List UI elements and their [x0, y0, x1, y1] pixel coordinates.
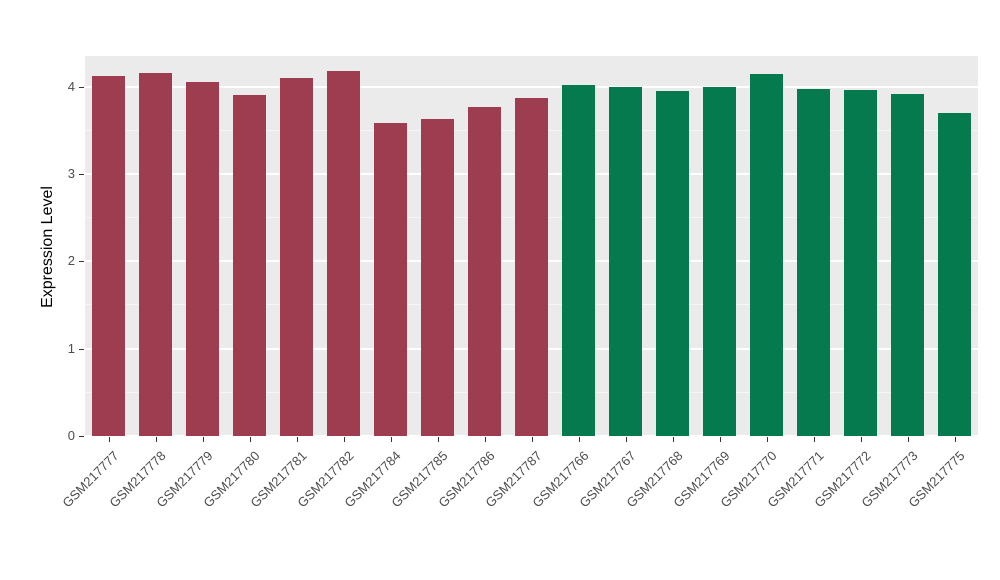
y-tick-label-1: 1: [67, 340, 75, 356]
x-tick-mark: [390, 437, 392, 442]
y-tick-mark: [79, 348, 84, 350]
bar-GSM217769[interactable]: [702, 86, 737, 436]
x-tick-label-GSM217770: GSM217770: [716, 448, 780, 511]
x-tick-label-GSM217771: GSM217771: [763, 448, 827, 511]
x-tick-mark: [907, 437, 909, 442]
x-tick-mark: [249, 437, 251, 442]
x-tick-label-GSM217772: GSM217772: [810, 448, 874, 511]
y-tick-label-2: 2: [67, 253, 75, 269]
x-tick-label-GSM217779: GSM217779: [152, 448, 216, 511]
bars-layer: [85, 56, 978, 436]
y-tick-label-4: 4: [67, 78, 75, 94]
x-tick-mark: [625, 437, 627, 442]
bar-GSM217781[interactable]: [279, 77, 314, 436]
x-tick-mark: [766, 437, 768, 442]
bar-GSM217778[interactable]: [138, 73, 173, 436]
x-tick-mark: [954, 437, 956, 442]
bar-GSM217782[interactable]: [326, 70, 361, 436]
x-tick-label-GSM217775: GSM217775: [904, 448, 968, 511]
x-tick-label-GSM217773: GSM217773: [857, 448, 921, 511]
x-tick-label-GSM217787: GSM217787: [481, 448, 545, 511]
y-tick-label-0: 0: [67, 428, 75, 443]
major-gridline: [85, 435, 978, 437]
bar-GSM217772[interactable]: [843, 90, 878, 436]
x-tick-label-GSM217768: GSM217768: [622, 448, 686, 511]
x-tick-label-GSM217781: GSM217781: [246, 448, 310, 511]
x-tick-mark: [202, 437, 204, 442]
bar-GSM217780[interactable]: [232, 95, 267, 436]
bar-GSM217779[interactable]: [185, 82, 220, 436]
x-tick-mark: [155, 437, 157, 442]
x-tick-label-GSM217780: GSM217780: [199, 448, 263, 511]
bar-GSM217773[interactable]: [890, 94, 925, 436]
bar-GSM217787[interactable]: [514, 97, 549, 436]
bar-GSM217786[interactable]: [467, 106, 502, 436]
x-tick-label-GSM217769: GSM217769: [669, 448, 733, 511]
y-tick-mark: [79, 261, 84, 263]
x-tick-label-GSM217786: GSM217786: [434, 448, 498, 511]
y-tick-label-3: 3: [67, 165, 75, 181]
x-tick-mark: [484, 437, 486, 442]
x-tick-mark: [860, 437, 862, 442]
bar-GSM217766[interactable]: [561, 84, 596, 436]
x-tick-label-GSM217785: GSM217785: [387, 448, 451, 511]
bar-GSM217775[interactable]: [937, 112, 972, 436]
x-tick-label-GSM217777: GSM217777: [58, 448, 122, 511]
x-tick-mark: [437, 437, 439, 442]
x-tick-mark: [531, 437, 533, 442]
y-tick-mark: [79, 86, 84, 88]
bar-GSM217777[interactable]: [91, 76, 126, 436]
bar-GSM217784[interactable]: [373, 123, 408, 436]
x-tick-label-GSM217766: GSM217766: [528, 448, 592, 511]
x-tick-mark: [578, 437, 580, 442]
x-tick-mark: [672, 437, 674, 442]
x-tick-label-GSM217767: GSM217767: [575, 448, 639, 511]
x-tick-label-GSM217784: GSM217784: [340, 448, 404, 511]
bar-GSM217785[interactable]: [420, 118, 455, 436]
bar-GSM217770[interactable]: [749, 74, 784, 436]
x-tick-label-GSM217778: GSM217778: [105, 448, 169, 511]
x-tick-label-GSM217782: GSM217782: [293, 448, 357, 511]
x-tick-mark: [296, 437, 298, 442]
x-tick-mark: [719, 437, 721, 442]
major-gridline: [85, 85, 978, 88]
x-tick-mark: [108, 437, 110, 442]
bar-GSM217771[interactable]: [796, 89, 831, 436]
x-tick-mark: [343, 437, 345, 442]
x-tick-mark: [813, 437, 815, 442]
y-tick-mark: [79, 173, 84, 175]
y-tick-mark: [79, 436, 84, 437]
bar-GSM217767[interactable]: [608, 86, 643, 436]
bar-GSM217768[interactable]: [655, 90, 690, 436]
plot-area: [85, 56, 978, 437]
